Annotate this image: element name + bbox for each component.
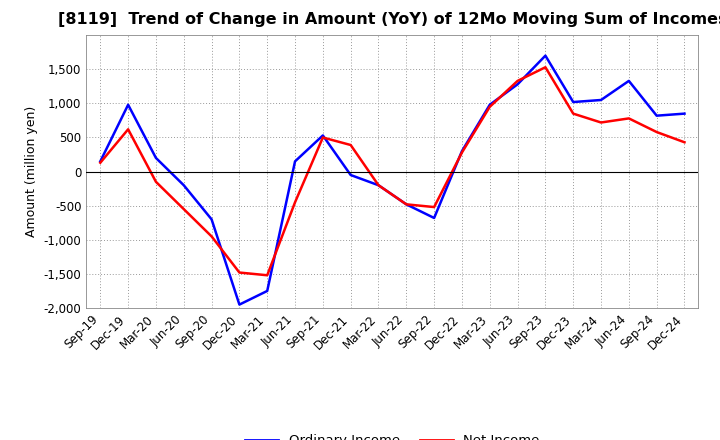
- Ordinary Income: [318, 133, 327, 138]
- Net Income: [318, 135, 327, 140]
- Ordinary Income: [541, 53, 550, 58]
- Net Income: [569, 111, 577, 116]
- Line: Ordinary Income: Ordinary Income: [100, 55, 685, 304]
- Ordinary Income: [402, 202, 410, 207]
- Ordinary Income: [124, 102, 132, 107]
- Ordinary Income: [96, 159, 104, 164]
- Net Income: [207, 234, 216, 239]
- Net Income: [346, 143, 355, 148]
- Ordinary Income: [624, 78, 633, 84]
- Net Income: [513, 78, 522, 84]
- Line: Net Income: Net Income: [100, 67, 685, 275]
- Net Income: [458, 150, 467, 155]
- Ordinary Income: [513, 82, 522, 87]
- Title: [8119]  Trend of Change in Amount (YoY) of 12Mo Moving Sum of Incomes: [8119] Trend of Change in Amount (YoY) o…: [58, 12, 720, 27]
- Ordinary Income: [458, 149, 467, 154]
- Legend: Ordinary Income, Net Income: Ordinary Income, Net Income: [240, 429, 545, 440]
- Net Income: [152, 179, 161, 184]
- Net Income: [402, 202, 410, 207]
- Net Income: [680, 139, 689, 145]
- Net Income: [96, 160, 104, 165]
- Ordinary Income: [430, 215, 438, 220]
- Ordinary Income: [485, 102, 494, 107]
- Net Income: [541, 65, 550, 70]
- Ordinary Income: [263, 288, 271, 293]
- Ordinary Income: [652, 113, 661, 118]
- Net Income: [652, 129, 661, 135]
- Net Income: [485, 104, 494, 110]
- Ordinary Income: [235, 302, 243, 307]
- Net Income: [124, 127, 132, 132]
- Ordinary Income: [569, 99, 577, 105]
- Net Income: [291, 200, 300, 205]
- Net Income: [179, 206, 188, 212]
- Ordinary Income: [152, 155, 161, 161]
- Ordinary Income: [291, 159, 300, 164]
- Ordinary Income: [680, 111, 689, 116]
- Net Income: [374, 183, 383, 188]
- Ordinary Income: [207, 216, 216, 222]
- Net Income: [235, 270, 243, 275]
- Ordinary Income: [597, 97, 606, 103]
- Net Income: [624, 116, 633, 121]
- Net Income: [597, 120, 606, 125]
- Ordinary Income: [179, 183, 188, 188]
- Y-axis label: Amount (million yen): Amount (million yen): [25, 106, 38, 237]
- Ordinary Income: [346, 172, 355, 178]
- Net Income: [430, 205, 438, 210]
- Ordinary Income: [374, 183, 383, 188]
- Net Income: [263, 273, 271, 278]
